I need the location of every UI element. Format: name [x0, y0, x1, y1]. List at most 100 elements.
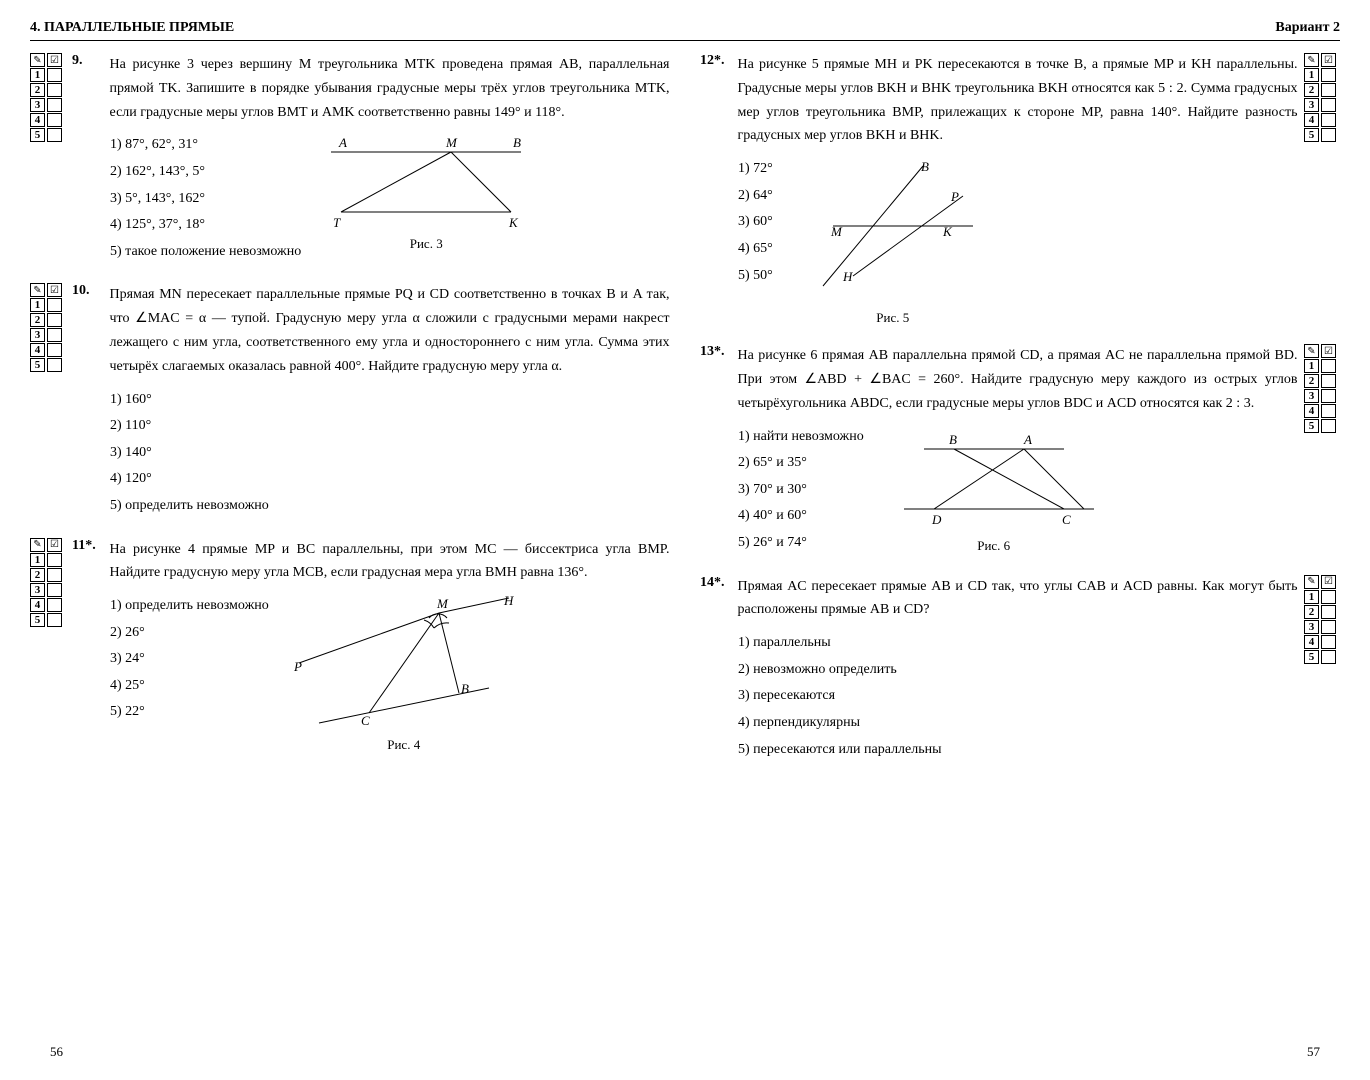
right-column: 12*. На рисунке 5 прямые MH и PK пересек… — [700, 53, 1340, 781]
option: 5) 22° — [110, 699, 269, 726]
check-icon: ☑ — [1321, 344, 1336, 358]
ans-num: 1 — [30, 553, 45, 567]
options-list: 1) найти невозможно 2) 65° и 35° 3) 70° … — [738, 424, 864, 557]
option: 3) 60° — [738, 209, 773, 236]
answer-box[interactable]: ✎☑ 1 2 3 4 5 — [30, 283, 66, 373]
option: 4) 65° — [738, 236, 773, 263]
check-icon: ☑ — [1321, 575, 1336, 589]
option: 3) 140° — [110, 440, 269, 467]
options-list: 1) определить невозможно 2) 26° 3) 24° 4… — [110, 593, 269, 726]
option: 1) 72° — [738, 156, 773, 183]
ans-cell[interactable] — [47, 98, 62, 112]
ans-cell[interactable] — [47, 358, 62, 372]
svg-text:B: B — [949, 432, 957, 447]
ans-num: 3 — [30, 98, 45, 112]
answer-box[interactable]: ✎☑ 1 2 3 4 5 — [1304, 53, 1340, 143]
ans-num: 1 — [1304, 359, 1319, 373]
option: 4) 125°, 37°, 18° — [110, 212, 301, 239]
header-right: Вариант 2 — [1275, 20, 1340, 36]
svg-text:B: B — [921, 159, 929, 174]
page-header: 4. ПАРАЛЛЕЛЬНЫЕ ПРЯМЫЕ Вариант 2 — [30, 20, 1340, 41]
ans-cell[interactable] — [1321, 98, 1336, 112]
option: 5) 26° и 74° — [738, 530, 864, 557]
figure-5: B P M K H Рис. 5 — [793, 156, 993, 326]
ans-cell[interactable] — [47, 553, 62, 567]
svg-text:C: C — [1062, 512, 1071, 527]
option: 2) 26° — [110, 620, 269, 647]
ans-cell[interactable] — [1321, 590, 1336, 604]
ans-cell[interactable] — [1321, 419, 1336, 433]
svg-text:K: K — [942, 224, 953, 239]
ans-cell[interactable] — [1321, 128, 1336, 142]
check-icon: ☑ — [1321, 53, 1336, 67]
ans-cell[interactable] — [1321, 113, 1336, 127]
question-9: ✎☑ 1 2 3 4 5 9. На рисунке 3 через верши… — [30, 53, 670, 265]
ans-num: 5 — [1304, 650, 1319, 664]
ans-cell[interactable] — [47, 313, 62, 327]
page-number-left: 56 — [50, 1044, 63, 1060]
ans-cell[interactable] — [1321, 359, 1336, 373]
option: 3) 24° — [110, 646, 269, 673]
check-icon: ☑ — [47, 53, 62, 67]
question-number: 11*. — [72, 538, 106, 554]
ans-cell[interactable] — [47, 583, 62, 597]
answer-box[interactable]: ✎☑ 1 2 3 4 5 — [1304, 344, 1340, 434]
question-number: 14*. — [700, 575, 734, 591]
question-text: На рисунке 3 через вершину M треугольник… — [110, 53, 670, 124]
question-number: 13*. — [700, 344, 734, 360]
ans-cell[interactable] — [1321, 68, 1336, 82]
option: 5) 50° — [738, 263, 773, 290]
ans-cell[interactable] — [47, 298, 62, 312]
ans-cell[interactable] — [1321, 374, 1336, 388]
svg-text:M: M — [436, 596, 449, 611]
triangle-diagram: A M B T K — [321, 132, 531, 232]
ans-cell[interactable] — [1321, 389, 1336, 403]
option: 3) 70° и 30° — [738, 477, 864, 504]
ans-cell[interactable] — [47, 613, 62, 627]
svg-text:C: C — [361, 713, 370, 728]
ans-cell[interactable] — [47, 328, 62, 342]
ans-num: 2 — [1304, 374, 1319, 388]
option: 2) 162°, 143°, 5° — [110, 159, 301, 186]
ans-cell[interactable] — [47, 113, 62, 127]
option: 4) 40° и 60° — [738, 503, 864, 530]
ans-num: 1 — [1304, 590, 1319, 604]
question-number: 10. — [72, 283, 106, 299]
ans-cell[interactable] — [1321, 650, 1336, 664]
options-list: 1) параллельны 2) невозможно определить … — [738, 630, 942, 763]
ans-cell[interactable] — [47, 568, 62, 582]
option: 5) определить невозможно — [110, 493, 269, 520]
answer-box[interactable]: ✎☑ 1 2 3 4 5 — [30, 53, 66, 143]
option: 2) 64° — [738, 183, 773, 210]
svg-text:T: T — [333, 215, 341, 230]
ans-num: 2 — [30, 313, 45, 327]
svg-text:B: B — [513, 135, 521, 150]
ans-num: 3 — [1304, 620, 1319, 634]
question-number: 12*. — [700, 53, 734, 69]
option: 4) перпендикулярны — [738, 710, 942, 737]
figure-caption: Рис. 3 — [321, 236, 531, 252]
option: 1) 87°, 62°, 31° — [110, 132, 301, 159]
check-icon: ☑ — [47, 283, 62, 297]
ans-cell[interactable] — [47, 343, 62, 357]
ans-cell[interactable] — [1321, 635, 1336, 649]
svg-text:H: H — [842, 269, 853, 284]
ans-cell[interactable] — [47, 68, 62, 82]
ans-cell[interactable] — [47, 83, 62, 97]
ans-cell[interactable] — [47, 598, 62, 612]
ans-num: 2 — [1304, 83, 1319, 97]
ans-cell[interactable] — [1321, 83, 1336, 97]
ans-cell[interactable] — [1321, 605, 1336, 619]
answer-box[interactable]: ✎☑ 1 2 3 4 5 — [30, 538, 66, 628]
question-number: 9. — [72, 53, 106, 69]
pencil-icon: ✎ — [1304, 575, 1319, 589]
answer-box[interactable]: ✎☑ 1 2 3 4 5 — [1304, 575, 1340, 665]
option: 1) найти невозможно — [738, 424, 864, 451]
main-content: ✎☑ 1 2 3 4 5 9. На рисунке 3 через верши… — [30, 53, 1340, 781]
ans-cell[interactable] — [1321, 404, 1336, 418]
figure-3: A M B T K Рис. 3 — [321, 132, 531, 252]
option: 4) 120° — [110, 466, 269, 493]
ans-cell[interactable] — [47, 128, 62, 142]
ans-cell[interactable] — [1321, 620, 1336, 634]
option: 3) 5°, 143°, 162° — [110, 186, 301, 213]
